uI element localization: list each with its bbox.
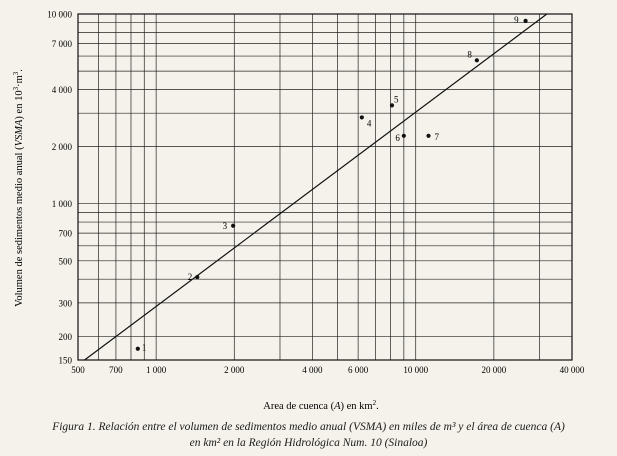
point-label: 3: [223, 221, 228, 231]
point-label: 1: [142, 343, 147, 353]
x-tick-label: 4 000: [302, 365, 323, 375]
point-label: 7: [434, 132, 439, 142]
caption-line-2: en km² en la Región Hidrológica Num. 10 …: [189, 437, 428, 449]
x-tick-label: 2 000: [224, 365, 245, 375]
y-tick-label: 4 000: [52, 85, 73, 95]
y-tick-label: 200: [59, 332, 73, 342]
point-label: 9: [514, 15, 519, 25]
data-point: [401, 133, 406, 138]
point-label: 5: [394, 94, 399, 104]
caption-line-1: Figura 1. Relación entre el volumen de s…: [52, 421, 565, 433]
y-tick-label: 1 000: [52, 199, 73, 209]
data-point: [389, 103, 395, 108]
y-tick-labels: 150 200 300 500 700 1 000 2 000 4 000 7 000 10 00…: [47, 10, 72, 366]
data-points: 1 2 3 4 5 6 7 8 9: [135, 15, 528, 353]
point-label: 4: [367, 118, 372, 128]
y-tick-label: 700: [59, 229, 73, 239]
data-point: [195, 275, 200, 280]
data-point: [474, 58, 479, 63]
y-tick-label: 2 000: [52, 142, 73, 152]
data-point: [359, 115, 364, 120]
y-tick-label: 300: [59, 298, 73, 308]
y-tick-label: 10 000: [47, 10, 72, 20]
y-tick-label: 500: [59, 256, 73, 266]
x-tick-label: 10 000: [403, 365, 428, 375]
data-point: [135, 346, 140, 351]
data-point: [426, 133, 431, 138]
y-tick-label: 150: [59, 356, 73, 366]
x-tick-label: 40 000: [560, 365, 585, 375]
x-axis-label: Area de cuenca (A) en km2.: [263, 399, 378, 412]
grid: [77, 13, 573, 361]
data-point: [231, 223, 236, 228]
y-axis-label: Volumen de sedimentos medio anual (VSMA)…: [12, 69, 25, 307]
point-label: 2: [188, 272, 193, 282]
x-tick-label: 6 000: [348, 365, 369, 375]
trend-line: [84, 13, 548, 361]
x-tick-labels: 500 700 1 000 2 000 4 000 6 000 10 000 20 000 40…: [71, 365, 585, 375]
y-tick-label: 7 000: [52, 39, 73, 49]
point-label: 6: [395, 133, 400, 143]
x-tick-label: 1 000: [146, 365, 167, 375]
chart: 500 700 1 000 2 000 4 000 6 000 10 000 20 000 40…: [12, 10, 585, 413]
x-tick-label: 500: [71, 365, 85, 375]
plot-frame: [77, 13, 573, 361]
data-point: [523, 18, 528, 23]
x-tick-label: 700: [109, 365, 123, 375]
x-tick-label: 20 000: [481, 365, 506, 375]
point-label: 8: [467, 49, 472, 59]
